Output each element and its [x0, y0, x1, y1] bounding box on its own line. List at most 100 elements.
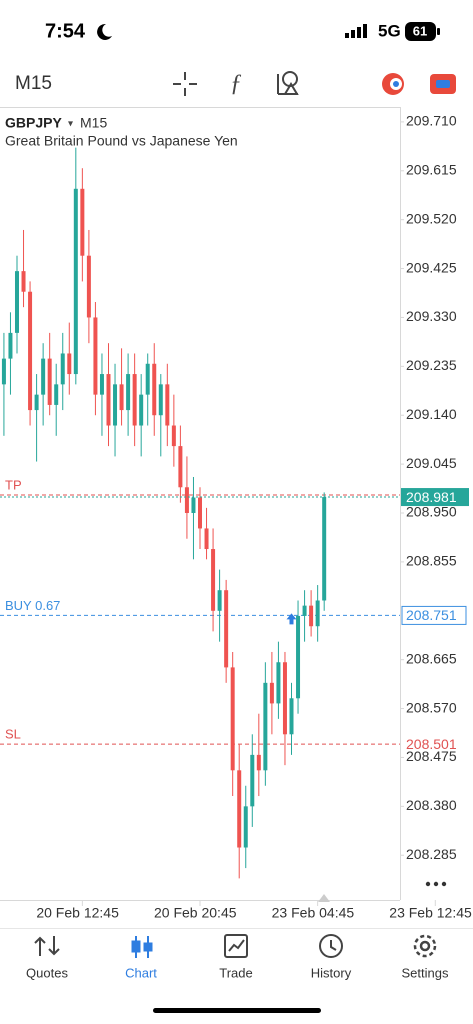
candle-body	[198, 497, 202, 529]
candle-body	[289, 698, 294, 735]
level-name: TP	[5, 477, 22, 492]
symbol-dropdown[interactable]: ▾	[68, 119, 73, 130]
candle-body	[178, 446, 183, 488]
candle-body	[243, 806, 248, 848]
history-icon[interactable]	[319, 934, 343, 958]
candle-body	[145, 363, 150, 395]
network: 5G	[378, 21, 401, 40]
objects-icon[interactable]	[277, 71, 299, 95]
candle-body	[8, 332, 13, 359]
y-tick-label: 209.710	[406, 113, 457, 129]
candle-body	[67, 353, 72, 375]
battery-tip	[437, 28, 440, 35]
chart-icon[interactable]	[131, 936, 153, 958]
quotes-icon[interactable]	[34, 936, 60, 956]
candle-body	[250, 754, 255, 807]
candle-body	[113, 384, 118, 426]
candle-body	[54, 384, 59, 405]
candle-body	[80, 188, 85, 256]
candle-body	[86, 255, 91, 318]
candle-body	[269, 682, 274, 704]
symbol: GBPJPY	[5, 115, 62, 131]
moon-icon	[97, 23, 112, 40]
current-price-label: 208.981	[406, 489, 457, 505]
indicators-icon[interactable]: ƒ	[230, 71, 242, 97]
x-tick-label: 23 Feb 12:45	[389, 905, 472, 921]
candle-body	[132, 374, 137, 426]
settings-icon[interactable]	[413, 934, 437, 958]
candle-body	[93, 317, 98, 395]
candle-body	[309, 605, 314, 627]
level-price-label: 208.751	[406, 607, 457, 623]
x-tick-label: 23 Feb 04:45	[272, 905, 355, 921]
candle-body	[41, 358, 46, 395]
y-tick-label: 208.570	[406, 699, 457, 715]
tab-label[interactable]: Trade	[219, 965, 252, 980]
home-indicator	[153, 1008, 321, 1013]
candle-body	[217, 590, 222, 611]
tab-label[interactable]: Chart	[125, 965, 157, 980]
candle-body	[282, 662, 287, 735]
status-time: 7:54	[45, 20, 86, 42]
tab-label[interactable]: Settings	[402, 965, 449, 980]
candle-body	[99, 374, 104, 395]
y-tick-label: 208.950	[406, 504, 457, 520]
buy-marker	[286, 613, 297, 625]
trade-icon[interactable]	[224, 934, 248, 958]
candle-body	[171, 425, 176, 447]
candle-body	[73, 188, 78, 375]
candle-body	[296, 615, 301, 699]
candle-body	[224, 590, 229, 668]
scroll-marker	[318, 894, 330, 902]
current-price-box	[401, 488, 469, 507]
candle-body	[322, 497, 327, 601]
y-tick-label: 208.855	[406, 553, 457, 569]
y-tick-label: 208.665	[406, 650, 457, 666]
battery-level: 61	[413, 23, 427, 38]
trade-signals-icon[interactable]	[382, 73, 404, 95]
candle-body	[60, 353, 65, 385]
tab-labels: Quotes Chart Trade History Settings	[26, 965, 449, 980]
tab-label[interactable]: History	[311, 965, 352, 980]
more-menu[interactable]	[425, 881, 447, 887]
crosshair-icon[interactable]	[173, 72, 197, 96]
candle-body	[47, 358, 52, 405]
candle-body	[315, 600, 320, 627]
y-tick-label: 209.520	[406, 210, 457, 226]
candle-body	[1, 358, 6, 385]
level-name: BUY 0.67	[5, 598, 60, 613]
candle-body	[276, 662, 281, 704]
candle-body	[165, 384, 170, 426]
timeframe-button[interactable]: M15	[15, 73, 52, 94]
candle-body	[256, 754, 261, 771]
one-click-icon[interactable]	[430, 74, 456, 94]
candle-body	[204, 528, 209, 550]
x-tick-label: 20 Feb 12:45	[36, 905, 119, 921]
y-tick-label: 208.285	[406, 846, 457, 862]
candle-body	[263, 682, 268, 771]
y-tick-label: 209.045	[406, 455, 457, 471]
candle-body	[230, 667, 235, 771]
y-tick-label: 208.380	[406, 797, 457, 813]
level-name: SL	[5, 727, 21, 742]
candle-body	[139, 394, 144, 426]
tab-label[interactable]: Quotes	[26, 965, 68, 980]
symbol-description: Great Britain Pound vs Japanese Yen	[5, 133, 238, 149]
y-tick-label: 209.140	[406, 406, 457, 422]
y-tick-label: 208.475	[406, 748, 457, 764]
candle-body	[106, 374, 111, 426]
candle-body	[237, 770, 242, 848]
y-tick-label: 209.235	[406, 357, 457, 373]
symbol-timeframe: M15	[80, 115, 107, 131]
candle-body	[152, 363, 157, 416]
signal-icon	[345, 24, 367, 38]
candle-body	[21, 271, 26, 292]
candle-body	[34, 394, 39, 411]
plot-area	[0, 147, 400, 879]
candle-body	[14, 271, 19, 333]
level-price-label: 208.501	[406, 736, 457, 752]
y-tick-label: 209.615	[406, 161, 457, 177]
